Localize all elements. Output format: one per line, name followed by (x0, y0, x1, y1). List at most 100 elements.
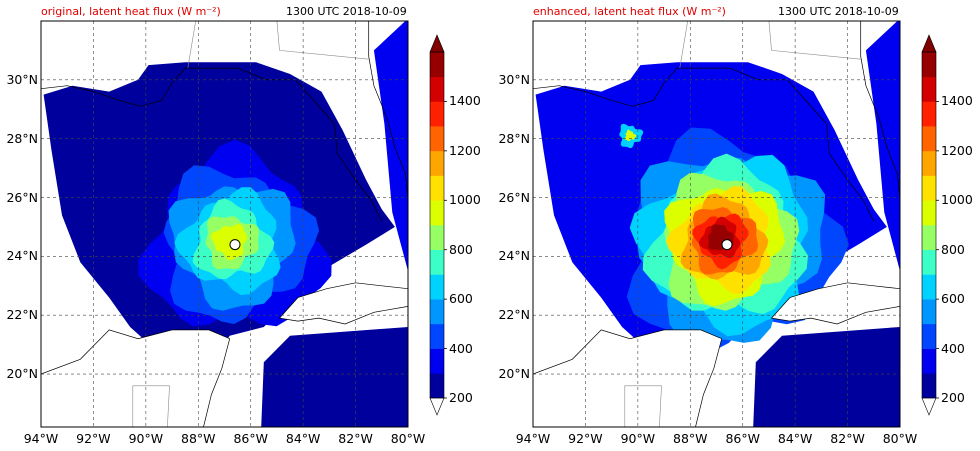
state-border (768, 21, 861, 60)
cuba-outline (278, 282, 408, 325)
colorbar-tick-label: 1400 (941, 93, 973, 109)
lon-tick-label: 86°W (233, 431, 268, 446)
us-gulf-coastline (533, 67, 875, 222)
colorbar-segment (430, 299, 444, 325)
colorbar-segment (922, 299, 936, 325)
colorbar-extend-min (429, 397, 445, 416)
colorbar-tick-label: 200 (449, 390, 473, 405)
map-frame (532, 20, 901, 428)
lon-tick-label: 90°W (128, 431, 164, 446)
colorbar-tick-label: 600 (449, 291, 473, 307)
florida-east-coastline (368, 21, 408, 201)
colorbar-segment (430, 175, 444, 201)
colorbar-segment (922, 249, 936, 275)
us-gulf-coastline (41, 67, 383, 222)
lat-tick-label: 20°N (498, 366, 530, 382)
panel-original: original, latent heat flux (W m⁻²) 1300 … (6, 5, 481, 446)
colorbar-segment (430, 225, 444, 251)
map-svg (40, 20, 447, 428)
map-plot-area (533, 21, 900, 427)
lat-tick-label: 28°N (498, 130, 530, 146)
yucatan-land (41, 329, 231, 427)
lat-tick-label: 22°N (498, 307, 530, 323)
lon-tick-label: 90°W (620, 431, 656, 446)
colorbar-segment (430, 200, 444, 226)
atlantic-flux-field (865, 21, 900, 272)
colorbar-segment (922, 348, 936, 374)
panel-enhanced: enhanced, latent heat flux (W m⁻²) 1300 … (492, 0, 980, 451)
colorbar-segment (430, 373, 444, 399)
lon-tick-label: 84°W (777, 431, 813, 446)
lon-tick-label: 82°W (338, 431, 373, 446)
lat-tick-label: 30°N (6, 71, 38, 87)
lon-tick-label: 82°W (830, 431, 865, 446)
flux-contour-900 (210, 223, 248, 261)
lat-tick-label: 30°N (498, 71, 530, 87)
colorbar-segment (922, 126, 936, 152)
colorbar-segment (922, 200, 936, 226)
colorbar-segment (922, 323, 936, 349)
colorbar-segment (922, 274, 936, 300)
map-frame (40, 20, 409, 428)
lon-tick-label: 80°W (390, 431, 426, 446)
state-border (679, 21, 688, 69)
colorbar-tick-label: 1000 (449, 192, 481, 208)
colorbar-extend-max (921, 34, 937, 53)
lat-tick-label: 24°N (6, 248, 38, 264)
yucatan-land (533, 329, 723, 427)
colorbar-tick-label: 600 (941, 291, 965, 307)
colorbar-segment (430, 52, 444, 78)
colorbar-segment (922, 225, 936, 251)
colorbar-tick-label: 1200 (941, 142, 973, 158)
colorbar-tick-label: 200 (941, 390, 965, 405)
lon-tick-label: 80°W (882, 431, 918, 446)
map-svg (532, 20, 939, 428)
colorbar-tick-label: 800 (941, 241, 965, 257)
colorbar-frame (921, 51, 937, 399)
lat-tick-label: 26°N (498, 189, 530, 205)
lon-tick-label: 94°W (23, 431, 59, 446)
state-border (187, 21, 196, 69)
lon-tick-label: 88°W (181, 431, 216, 446)
colorbar-segment (922, 150, 936, 176)
panel-title: original, latent heat flux (W m⁻²) (41, 5, 221, 18)
caribbean-flux-field (261, 326, 408, 427)
colorbar-segment (430, 101, 444, 127)
colorbar-segment (922, 76, 936, 102)
colorbar-tick-label: 800 (449, 241, 473, 257)
panel-timestamp: 1300 UTC 2018-10-09 (286, 5, 407, 18)
lat-tick-label: 22°N (6, 307, 38, 323)
map-plot-area (41, 21, 408, 427)
colorbar-frame (429, 51, 445, 399)
country-border (132, 385, 170, 427)
state-border (276, 21, 369, 60)
colorbar (429, 34, 447, 416)
colorbar-extend-min (921, 397, 937, 416)
lat-tick-label: 20°N (6, 366, 38, 382)
storm-eye-marker (229, 239, 241, 251)
colorbar-segment (922, 52, 936, 78)
colorbar-tick-label: 1400 (449, 93, 481, 109)
colorbar-segment (922, 373, 936, 399)
colorbar-segment (430, 274, 444, 300)
lat-tick-label: 28°N (6, 130, 38, 146)
colorbar-segment (430, 323, 444, 349)
colorbar-segment (430, 76, 444, 102)
colorbar-tick-label: 1000 (941, 192, 973, 208)
colorbar-segment (430, 348, 444, 374)
colorbar-segment (430, 249, 444, 275)
caribbean-flux-field (753, 326, 900, 427)
lon-tick-label: 88°W (673, 431, 708, 446)
colorbar-segment (922, 175, 936, 201)
cuba-outline (770, 282, 900, 325)
florida-east-coastline (860, 21, 900, 201)
colorbar (921, 34, 939, 416)
lon-tick-label: 92°W (76, 431, 111, 446)
lon-tick-label: 86°W (725, 431, 760, 446)
coastal-flux-core (624, 129, 637, 142)
atlantic-flux-field (373, 21, 408, 272)
lat-tick-label: 24°N (498, 248, 530, 264)
country-border (624, 385, 662, 427)
colorbar-extend-max (429, 34, 445, 53)
panel-title: enhanced, latent heat flux (W m⁻²) (533, 5, 726, 18)
